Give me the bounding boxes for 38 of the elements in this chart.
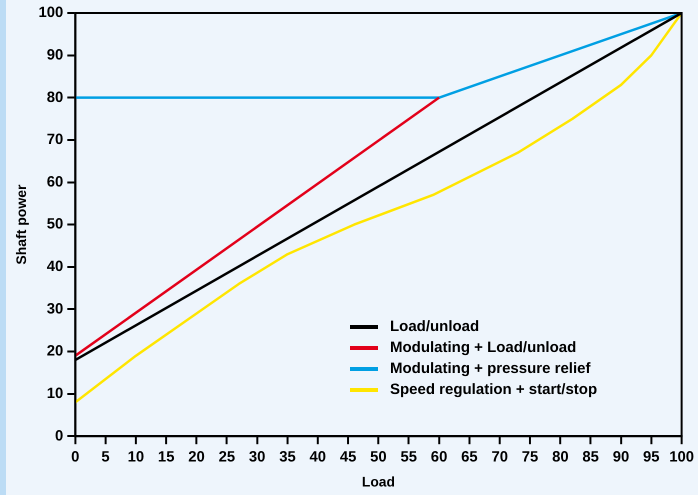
x-tick-label: 65 [461,448,478,466]
legend-label: Modulating + pressure relief [390,359,590,379]
legend-label: Load/unload [390,317,480,337]
x-tick-label: 95 [643,448,660,466]
x-tick-label: 30 [248,448,266,466]
x-tick-label: 60 [430,448,448,466]
x-tick-label: 75 [522,448,538,466]
x-tick-label: 50 [370,448,387,466]
y-tick-label: 40 [46,258,64,276]
y-tick-label: 60 [46,173,64,190]
x-tick-label: 5 [101,448,110,466]
y-tick-label: 70 [46,131,64,148]
y-tick-label: 20 [46,342,64,360]
y-tick-label: 50 [46,216,64,233]
x-tick-label: 20 [188,448,205,466]
x-tick-label: 10 [128,448,144,466]
y-tick-label: 90 [46,46,64,64]
x-tick-label: 45 [340,448,356,466]
y-tick-label: 30 [46,300,64,318]
y-tick-label: 80 [46,88,64,106]
x-tick-label: 80 [552,448,569,466]
x-axis-title: Load [362,473,395,490]
x-tick-label: 70 [491,448,508,466]
x-tick-label: 0 [71,448,80,466]
x-tick-label: 85 [582,448,599,466]
y-tick-label: 100 [38,4,64,22]
x-tick-label: 40 [310,448,326,466]
legend-label: Speed regulation + start/stop [390,380,598,400]
y-tick-label: 10 [46,384,64,402]
x-tick-label: 100 [669,448,694,466]
y-tick-label: 0 [55,427,64,444]
x-tick-label: 35 [279,448,296,466]
x-tick-label: 90 [612,448,630,466]
y-axis-title: Shaft power [13,184,30,265]
x-tick-label: 55 [400,448,418,466]
legend-label: Modulating + Load/unload [390,338,576,358]
x-tick-label: 25 [218,448,236,466]
x-tick-label: 15 [158,448,174,466]
